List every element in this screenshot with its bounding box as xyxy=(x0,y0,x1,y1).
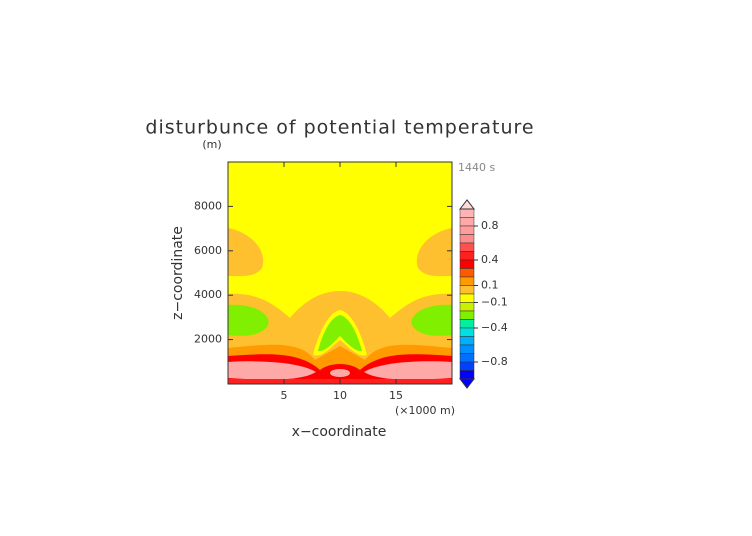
colorbar-label: 0.1 xyxy=(481,279,499,292)
y-tick-label: 8000 xyxy=(194,199,222,212)
contour-region xyxy=(318,315,362,352)
colorbar-under xyxy=(458,378,476,389)
colorbar-bin xyxy=(459,225,475,235)
y-axis-label: z−coordinate xyxy=(170,226,186,320)
contour-region xyxy=(228,304,269,336)
colorbar-bin xyxy=(459,208,475,218)
colorbar-label: −0.8 xyxy=(481,355,508,368)
colorbar-bin xyxy=(459,344,475,354)
colorbar-bin xyxy=(459,327,475,337)
colorbar-bin xyxy=(459,293,475,303)
time-label: 1440 s xyxy=(458,161,495,174)
colorbar-bin xyxy=(459,268,475,278)
contour-region xyxy=(411,304,452,336)
contour-field xyxy=(228,162,452,384)
colorbar-bin xyxy=(459,310,475,320)
colorbar-bin xyxy=(459,251,475,261)
contour-region xyxy=(330,369,350,377)
contour-region xyxy=(228,361,316,380)
chart-title: disturbunce of potential temperature xyxy=(145,117,534,139)
colorbar-label: −0.1 xyxy=(481,296,508,309)
x-axis-label: x−coordinate xyxy=(292,424,387,440)
colorbar-bin xyxy=(459,217,475,227)
y-tick-label: 4000 xyxy=(194,288,222,301)
colorbar-bin xyxy=(459,302,475,312)
contour-region xyxy=(416,228,452,277)
y-tick-label: 6000 xyxy=(194,244,222,257)
colorbar-over xyxy=(458,199,476,210)
x-tick-label: 15 xyxy=(389,389,403,402)
x-unit: (×1000 m) xyxy=(395,404,455,417)
colorbar-bin xyxy=(459,353,475,363)
colorbar-label: −0.4 xyxy=(481,321,508,334)
contour-region xyxy=(228,228,264,277)
contour-region xyxy=(364,361,452,380)
colorbar-bin xyxy=(459,234,475,244)
colorbar-bin xyxy=(459,361,475,371)
colorbar-bin xyxy=(459,276,475,286)
y-tick-label: 2000 xyxy=(194,333,222,346)
x-tick-label: 5 xyxy=(281,389,288,402)
y-unit: (m) xyxy=(202,138,221,151)
colorbar-bin xyxy=(459,242,475,252)
colorbar-bin xyxy=(459,319,475,329)
colorbar-bin xyxy=(459,259,475,269)
colorbar-bin xyxy=(459,370,475,380)
colorbar-bin xyxy=(459,336,475,346)
x-tick-label: 10 xyxy=(333,389,347,402)
colorbar-label: 0.4 xyxy=(481,253,499,266)
colorbar-bin xyxy=(459,285,475,295)
colorbar-label: 0.8 xyxy=(481,219,499,232)
